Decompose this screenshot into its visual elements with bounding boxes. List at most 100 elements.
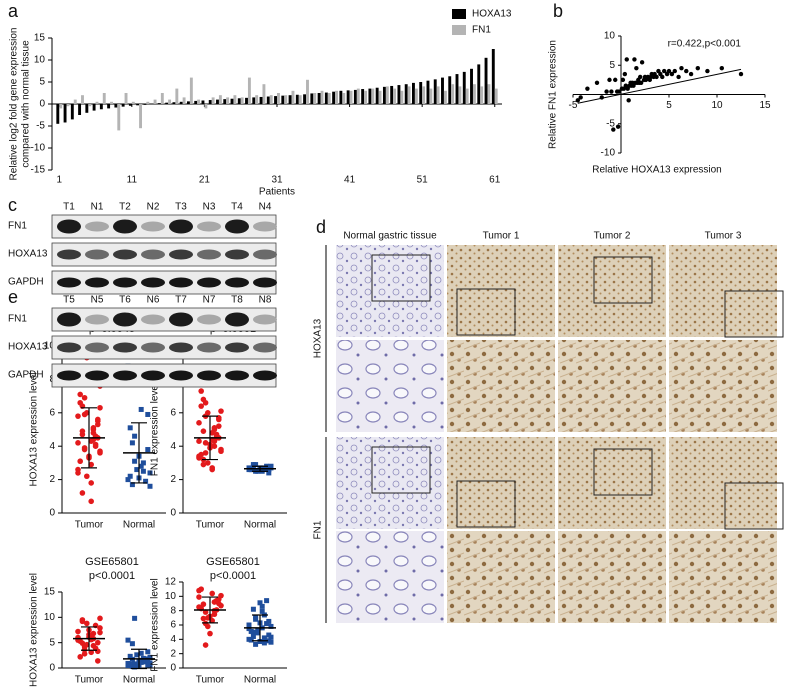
point [129, 482, 135, 488]
y-tick-label: 0 [39, 99, 45, 110]
point [97, 404, 103, 411]
lane-label: T4 [231, 202, 243, 213]
point [145, 662, 151, 668]
point [255, 627, 261, 633]
bar [397, 85, 401, 104]
point [140, 460, 146, 466]
point [257, 638, 263, 644]
tissue-image [669, 531, 777, 623]
x-tick-label: 41 [344, 175, 356, 186]
lane-label: N8 [259, 295, 272, 306]
bar [255, 95, 259, 104]
tissue-image [558, 531, 666, 623]
point [88, 498, 94, 505]
point [604, 89, 609, 94]
chart-title: GSE65801 [85, 556, 139, 568]
protein-label: FN1 [8, 314, 27, 325]
bar [247, 77, 251, 104]
bar [194, 100, 198, 104]
bar [281, 95, 285, 104]
blot-band [113, 249, 137, 260]
panel-label: c [8, 195, 17, 215]
blot-band [197, 221, 221, 232]
error-bar [81, 626, 97, 651]
protein-label: GAPDH [8, 277, 44, 288]
lane-label: T6 [119, 295, 131, 306]
bar [102, 93, 106, 104]
point [672, 68, 677, 74]
blot-band [169, 219, 193, 234]
point [125, 660, 131, 666]
lane-label: N5 [91, 295, 104, 306]
y-tick-label: 15 [44, 587, 56, 598]
bar [146, 101, 150, 104]
point [79, 428, 86, 434]
row-label: FN1 [313, 520, 324, 539]
bar [443, 90, 447, 104]
point [88, 438, 94, 444]
point [719, 65, 724, 71]
lane-label: T8 [231, 295, 243, 306]
error-bar [252, 614, 268, 642]
point [200, 601, 207, 608]
point [632, 57, 637, 62]
bar [455, 74, 459, 104]
y-tick-label: 0 [49, 508, 55, 519]
point [211, 438, 218, 444]
x-tick-label: Tumor [75, 675, 104, 686]
point [266, 470, 272, 476]
bar [303, 94, 307, 104]
point [248, 467, 254, 473]
bar [385, 86, 389, 104]
tissue-image [336, 437, 444, 529]
point [638, 74, 643, 80]
bar [484, 57, 488, 104]
column-header: Normal gastric tissue [343, 231, 437, 242]
bar [426, 80, 430, 104]
point [95, 648, 101, 655]
bar [465, 88, 469, 104]
blot-band [197, 249, 221, 260]
bar [197, 99, 201, 104]
y-tick-label: 5 [609, 60, 615, 71]
blot-band [225, 312, 249, 327]
point [75, 413, 81, 419]
blot-band [197, 277, 221, 288]
protein-label: HOXA13 [8, 342, 48, 353]
point [200, 615, 207, 622]
bar [382, 86, 386, 104]
bar [165, 102, 169, 104]
bar [477, 64, 481, 104]
bar [81, 95, 84, 104]
blot-band [169, 277, 193, 288]
point [738, 71, 744, 77]
bar [291, 90, 295, 104]
bar [124, 93, 128, 104]
blot-band [141, 370, 165, 381]
point [662, 68, 667, 74]
bar [472, 84, 476, 104]
zoom-box [371, 254, 431, 302]
bar [284, 95, 288, 104]
bar [117, 104, 121, 131]
bar [114, 104, 118, 108]
error-bar [202, 596, 218, 624]
y-tick-label: 8 [170, 605, 176, 616]
point [95, 416, 101, 423]
point [200, 428, 207, 434]
point [615, 124, 621, 129]
tissue-image [558, 245, 666, 337]
error-bar [131, 648, 147, 670]
x-tick-label: -5 [569, 100, 578, 111]
bar [349, 90, 353, 104]
point [218, 448, 224, 455]
bar [353, 89, 357, 104]
bar [99, 104, 103, 110]
column-header: Tumor 2 [594, 231, 631, 242]
error-bar [81, 407, 97, 469]
x-tick-label: 10 [711, 100, 723, 111]
bar [298, 95, 302, 104]
bar [175, 88, 179, 104]
bar [320, 90, 324, 104]
blot-band [113, 277, 137, 288]
